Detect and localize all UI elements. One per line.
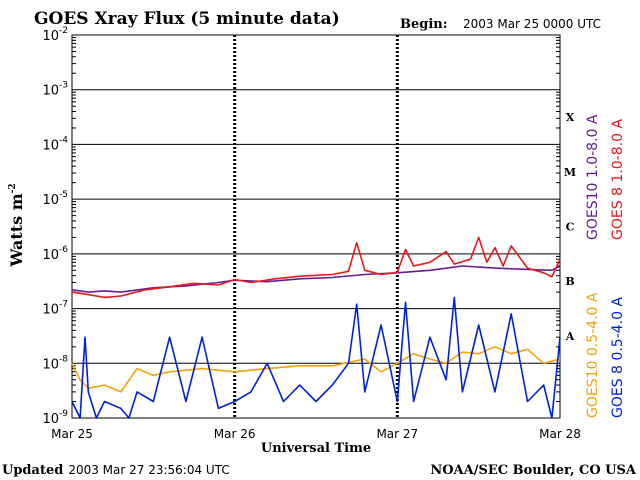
series-lines (71, 236, 561, 419)
y-tick-base: 10 (42, 84, 59, 99)
y-tick-base: 10 (42, 357, 59, 372)
series-line-1 (71, 236, 561, 299)
begin-label: Begin: (400, 17, 448, 32)
y-tick-label: 10-3 (42, 81, 68, 99)
chart-title: GOES Xray Flux (5 minute data) (34, 9, 340, 29)
footer-updated-label: Updated (2, 463, 63, 478)
y-tick-exponent: -3 (59, 81, 68, 91)
y-axis-label-main: Watts m (7, 193, 26, 267)
series-line-2 (71, 345, 561, 393)
legend-goes8-long: GOES 8 1.0-8.0 A (610, 119, 626, 240)
flare-class-label: A (565, 330, 575, 343)
y-tick-label: 10-8 (42, 354, 68, 372)
y-tick-base: 10 (42, 303, 59, 318)
y-tick-labels: 10-210-310-410-510-610-710-810-9 (42, 26, 68, 427)
y-tick-label: 10-2 (42, 26, 68, 44)
y-tick-base: 10 (42, 193, 59, 208)
x-axis-label: Universal Time (261, 441, 371, 456)
legend-goes10-long: GOES10 1.0-8.0 A (585, 114, 601, 240)
flare-class-label: M (564, 166, 576, 179)
flare-class-label: C (566, 221, 575, 234)
decade-gridlines (72, 37, 560, 403)
y-tick-label: 10-5 (42, 190, 68, 208)
y-tick-base: 10 (42, 138, 59, 153)
flare-class-label: X (566, 111, 575, 124)
y-tick-base: 10 (42, 412, 59, 427)
y-tick-base: 10 (42, 248, 59, 263)
flare-class-label: B (565, 275, 574, 288)
y-axis-label-sup: -2 (8, 183, 18, 193)
y-tick-exponent: -8 (59, 354, 68, 364)
footer-source: NOAA/SEC Boulder, CO USA (430, 463, 637, 478)
y-tick-label: 10-6 (42, 245, 68, 263)
y-tick-label: 10-9 (42, 409, 68, 427)
legend-goes8-short: GOES 8 0.5-4.0 A (610, 297, 626, 418)
y-tick-exponent: -6 (59, 245, 68, 255)
x-tick-labels: Mar 25 Mar 26 Mar 27 Mar 28 (51, 427, 581, 441)
series-line-3 (71, 296, 561, 419)
y-tick-base: 10 (42, 29, 59, 44)
plot-frame (71, 34, 561, 419)
x-tick-label: Mar 25 (51, 427, 93, 441)
y-tick-exponent: -7 (59, 300, 68, 310)
y-tick-exponent: -9 (59, 409, 68, 419)
x-tick-label: Mar 26 (214, 427, 256, 441)
legend-goes10-short: GOES10 0.5-4.0 A (585, 292, 601, 418)
x-tick-label: Mar 28 (539, 427, 581, 441)
y-axis-label: Watts m-2 (7, 183, 26, 267)
begin-value: 2003 Mar 25 0000 UTC (463, 17, 601, 31)
x-tick-label: Mar 27 (376, 427, 418, 441)
footer-updated: Updated 2003 Mar 27 23:56:04 UTC (2, 463, 230, 478)
y-tick-exponent: -4 (59, 135, 68, 145)
y-tick-exponent: -2 (59, 26, 68, 36)
y-tick-exponent: -5 (59, 190, 68, 200)
y-tick-label: 10-7 (42, 300, 68, 318)
footer-updated-value: 2003 Mar 27 23:56:04 UTC (68, 463, 229, 477)
flare-class-labels: X M C B A (564, 111, 576, 343)
series-line-0 (71, 265, 561, 293)
y-tick-label: 10-4 (42, 135, 68, 153)
